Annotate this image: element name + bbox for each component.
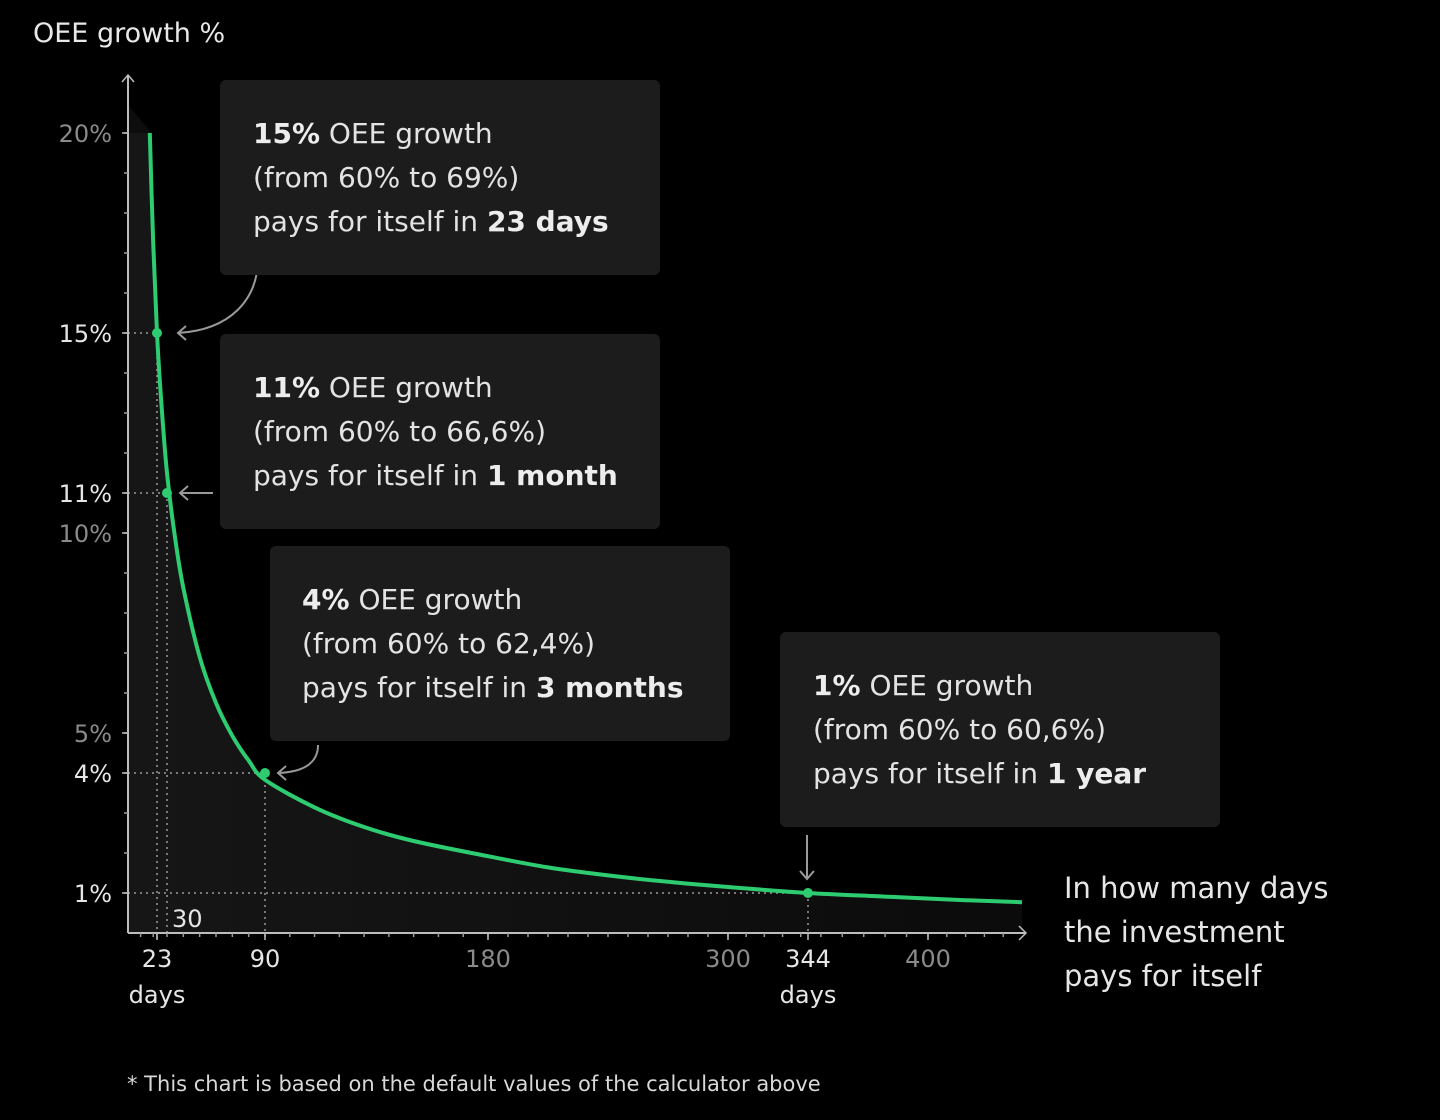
area-under-curve — [128, 133, 1022, 933]
highlight-point — [803, 888, 813, 898]
pointer-arrow-4 — [277, 744, 319, 774]
annotation-pays-text: pays for itself in — [253, 459, 487, 492]
x-inner-tick-label: 30 — [172, 905, 203, 933]
annotation-growth-value: 11% — [253, 371, 321, 404]
y-tick-label: 4% — [74, 760, 112, 788]
footnote: * This chart is based on the default val… — [127, 1072, 821, 1096]
x-axis-title: In how many days the investment pays for… — [1064, 866, 1328, 998]
y-tick-label: 20% — [59, 120, 112, 148]
y-axis-title: OEE growth % — [33, 18, 226, 49]
x-axis-title-line: In how many days — [1064, 871, 1329, 905]
arrowhead-icon — [176, 325, 187, 341]
y-tick-label: 5% — [74, 720, 112, 748]
y-tick-label: 1% — [74, 880, 112, 908]
x-tick-label: 400 — [905, 945, 951, 973]
arrowhead-icon — [799, 870, 815, 881]
highlight-point — [162, 488, 172, 498]
annotation-box-4: 4% OEE growth (from 60% to 62,4%) pays f… — [270, 546, 730, 741]
highlight-point — [260, 768, 270, 778]
annotation-line-range: (from 60% to 66,6%) — [253, 415, 547, 448]
annotation-box-1: 1% OEE growth (from 60% to 60,6%) pays f… — [780, 632, 1220, 827]
annotation-growth-text: OEE growth — [860, 669, 1034, 702]
annotation-line-growth: 11% OEE growth — [253, 366, 660, 410]
annotation-growth-text: OEE growth — [320, 371, 493, 404]
y-axis-arrow-icon — [121, 73, 135, 83]
annotation-line-payback: pays for itself in 1 month — [253, 454, 660, 498]
y-tick-label: 10% — [59, 520, 112, 548]
x-tick-label: 300 — [705, 945, 751, 973]
annotation-period-value: 1 month — [486, 459, 618, 492]
annotation-line-range: (from 60% to 69%) — [253, 161, 520, 194]
annotation-period-value: 1 year — [1046, 757, 1147, 790]
x-tick-label: 344 — [785, 945, 831, 973]
x-tick-label: 90 — [250, 945, 281, 973]
y-tick-label: 11% — [59, 480, 112, 508]
x-tick-label: 180 — [465, 945, 511, 973]
annotation-pays-text: pays for itself in — [253, 205, 487, 238]
annotation-growth-value: 4% — [302, 583, 350, 616]
annotation-growth-value: 1% — [813, 669, 861, 702]
annotation-pays-text: pays for itself in — [302, 671, 536, 704]
annotation-pays-text: pays for itself in — [813, 757, 1047, 790]
annotation-line-range: (from 60% to 62,4%) — [302, 627, 596, 660]
annotation-line-payback: pays for itself in 1 year — [813, 752, 1220, 796]
x-axis-title-line: the investment — [1064, 915, 1285, 949]
annotation-line-growth: 15% OEE growth — [253, 112, 660, 156]
annotation-line-growth: 4% OEE growth — [302, 578, 730, 622]
annotation-growth-value: 15% — [253, 117, 321, 150]
highlight-point — [152, 328, 162, 338]
annotation-line-growth: 1% OEE growth — [813, 664, 1220, 708]
x-tick-sublabel: days — [129, 981, 186, 1009]
x-tick-sublabel: days — [780, 981, 837, 1009]
y-tick-label: 15% — [59, 320, 112, 348]
annotation-line-payback: pays for itself in 3 months — [302, 666, 730, 710]
annotation-box-15: 15% OEE growth (from 60% to 69%) pays fo… — [220, 80, 660, 275]
arrowhead-icon — [276, 765, 287, 781]
annotation-line-range: (from 60% to 60,6%) — [813, 713, 1107, 746]
annotation-growth-text: OEE growth — [320, 117, 493, 150]
x-tick-label: 23 — [142, 945, 173, 973]
annotation-box-11: 11% OEE growth (from 60% to 66,6%) pays … — [220, 334, 660, 529]
annotation-growth-text: OEE growth — [349, 583, 523, 616]
arrowhead-icon — [178, 485, 189, 501]
annotation-period-value: 23 days — [486, 205, 609, 238]
annotation-period-value: 3 months — [535, 671, 684, 704]
x-axis-arrow-icon — [1018, 925, 1028, 941]
oee-growth-curve — [147, 132, 1023, 905]
x-axis-title-line: pays for itself — [1064, 959, 1262, 993]
annotation-line-payback: pays for itself in 23 days — [253, 200, 660, 244]
